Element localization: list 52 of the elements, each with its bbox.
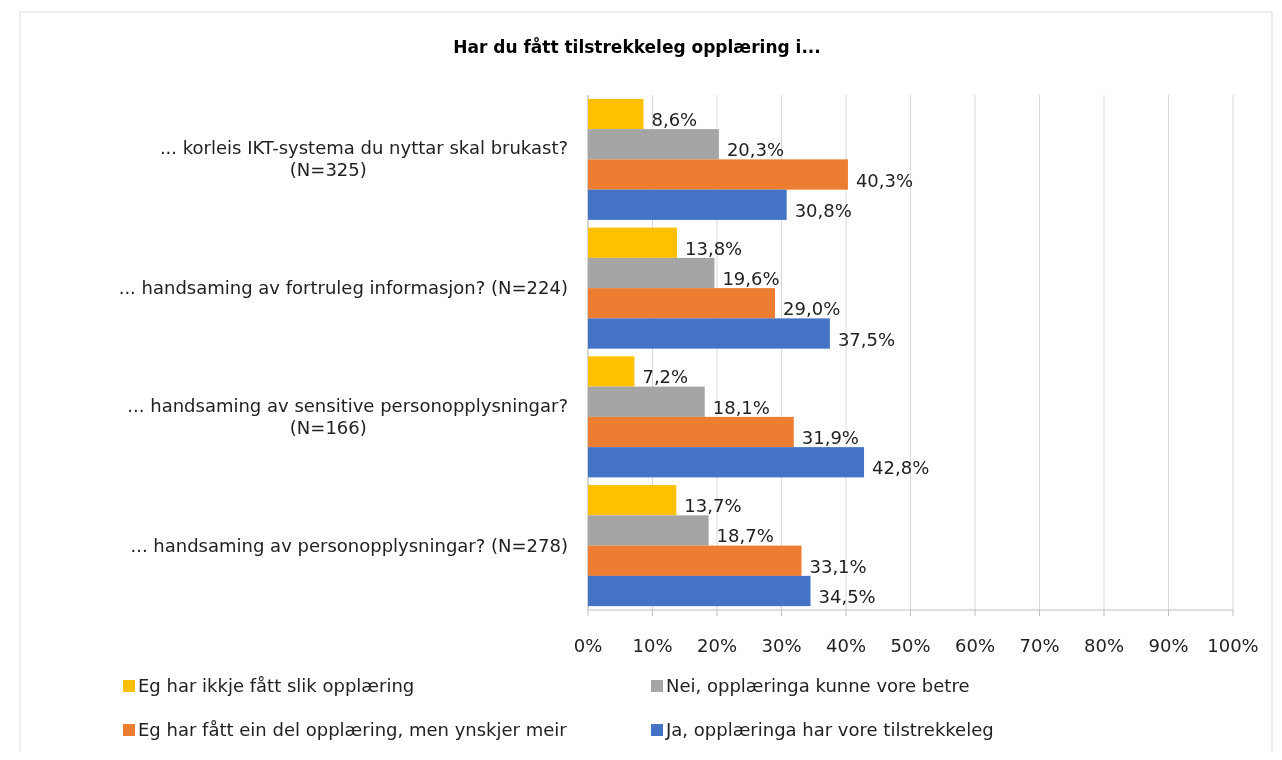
data-label: 37,5% xyxy=(837,328,896,350)
bar xyxy=(588,356,635,387)
data-label: 42,8% xyxy=(872,457,930,479)
legend-label: Eg har fått ein del opplæring, men ynskjer meir xyxy=(138,719,568,740)
bar xyxy=(588,129,719,160)
y-tick-label: ... handsaming av sensitive personopplysningar? (N=166) xyxy=(127,394,568,438)
x-tick-label: 50% xyxy=(890,635,931,656)
bar xyxy=(588,189,787,220)
data-label: 29,0% xyxy=(783,298,841,320)
data-label: 31,9% xyxy=(801,427,859,448)
data-label: 40,3% xyxy=(855,169,914,191)
data-label: 18,7% xyxy=(716,525,774,547)
x-tick-label: 40% xyxy=(825,635,867,656)
data-label: 30,8% xyxy=(794,199,852,221)
bar xyxy=(588,416,794,448)
y-tick-label: ... handsaming av fortruleg informasjon? (N=224) xyxy=(118,277,568,299)
chart-title: Har du fått tilstrekkeleg opplæring i... xyxy=(453,36,821,57)
x-tick-label: 30% xyxy=(761,635,802,656)
x-tick-label: 60% xyxy=(954,635,996,656)
bar xyxy=(588,318,830,349)
x-tick-label: 0% xyxy=(573,635,603,656)
bar xyxy=(588,545,802,576)
bar xyxy=(588,386,705,417)
bar xyxy=(588,227,678,258)
data-label: 13,7% xyxy=(684,495,742,517)
legend-label: Nei, opplæringa kunne vore betre xyxy=(666,675,970,696)
bar xyxy=(588,159,848,190)
data-label: 8,6% xyxy=(651,108,698,130)
bar xyxy=(588,257,715,289)
x-tick-label: 10% xyxy=(632,635,673,656)
data-label: 20,3% xyxy=(726,139,785,161)
data-label: 19,6% xyxy=(722,268,780,289)
data-label: 13,8% xyxy=(685,237,743,259)
bar xyxy=(588,447,865,478)
legend-label: Eg har ikkje fått slik opplæring xyxy=(138,675,415,696)
bar xyxy=(588,485,677,516)
x-tick-label: 80% xyxy=(1083,635,1125,656)
bar xyxy=(588,515,709,546)
bar xyxy=(588,575,811,607)
bar xyxy=(588,98,644,130)
data-label: 18,1% xyxy=(712,396,770,418)
bar xyxy=(588,288,776,319)
x-tick-label: 100% xyxy=(1207,635,1259,656)
data-label: 34,5% xyxy=(818,586,876,608)
y-tick-label: ... handsaming av personopplysningar? (N=278) xyxy=(130,534,568,556)
y-tick-label: ... korleis IKT-systema du nyttar skal brukast? (N=325) xyxy=(159,137,568,181)
x-tick-label: 70% xyxy=(1019,635,1060,656)
x-tick-label: 90% xyxy=(1148,635,1189,656)
legend-label: Ja, opplæringa har vore tilstrekkeleg xyxy=(665,719,994,740)
data-label: 7,2% xyxy=(642,366,689,388)
data-label: 33,1% xyxy=(809,555,867,577)
x-tick-label: 20% xyxy=(696,635,738,656)
